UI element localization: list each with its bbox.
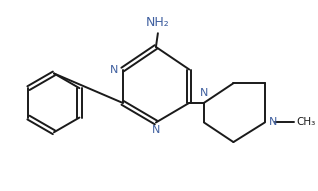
Text: N: N xyxy=(110,65,119,74)
Text: N: N xyxy=(152,125,160,135)
Text: N: N xyxy=(269,117,277,127)
Text: N: N xyxy=(200,88,208,98)
Text: NH₂: NH₂ xyxy=(146,16,170,29)
Text: CH₃: CH₃ xyxy=(296,117,315,127)
